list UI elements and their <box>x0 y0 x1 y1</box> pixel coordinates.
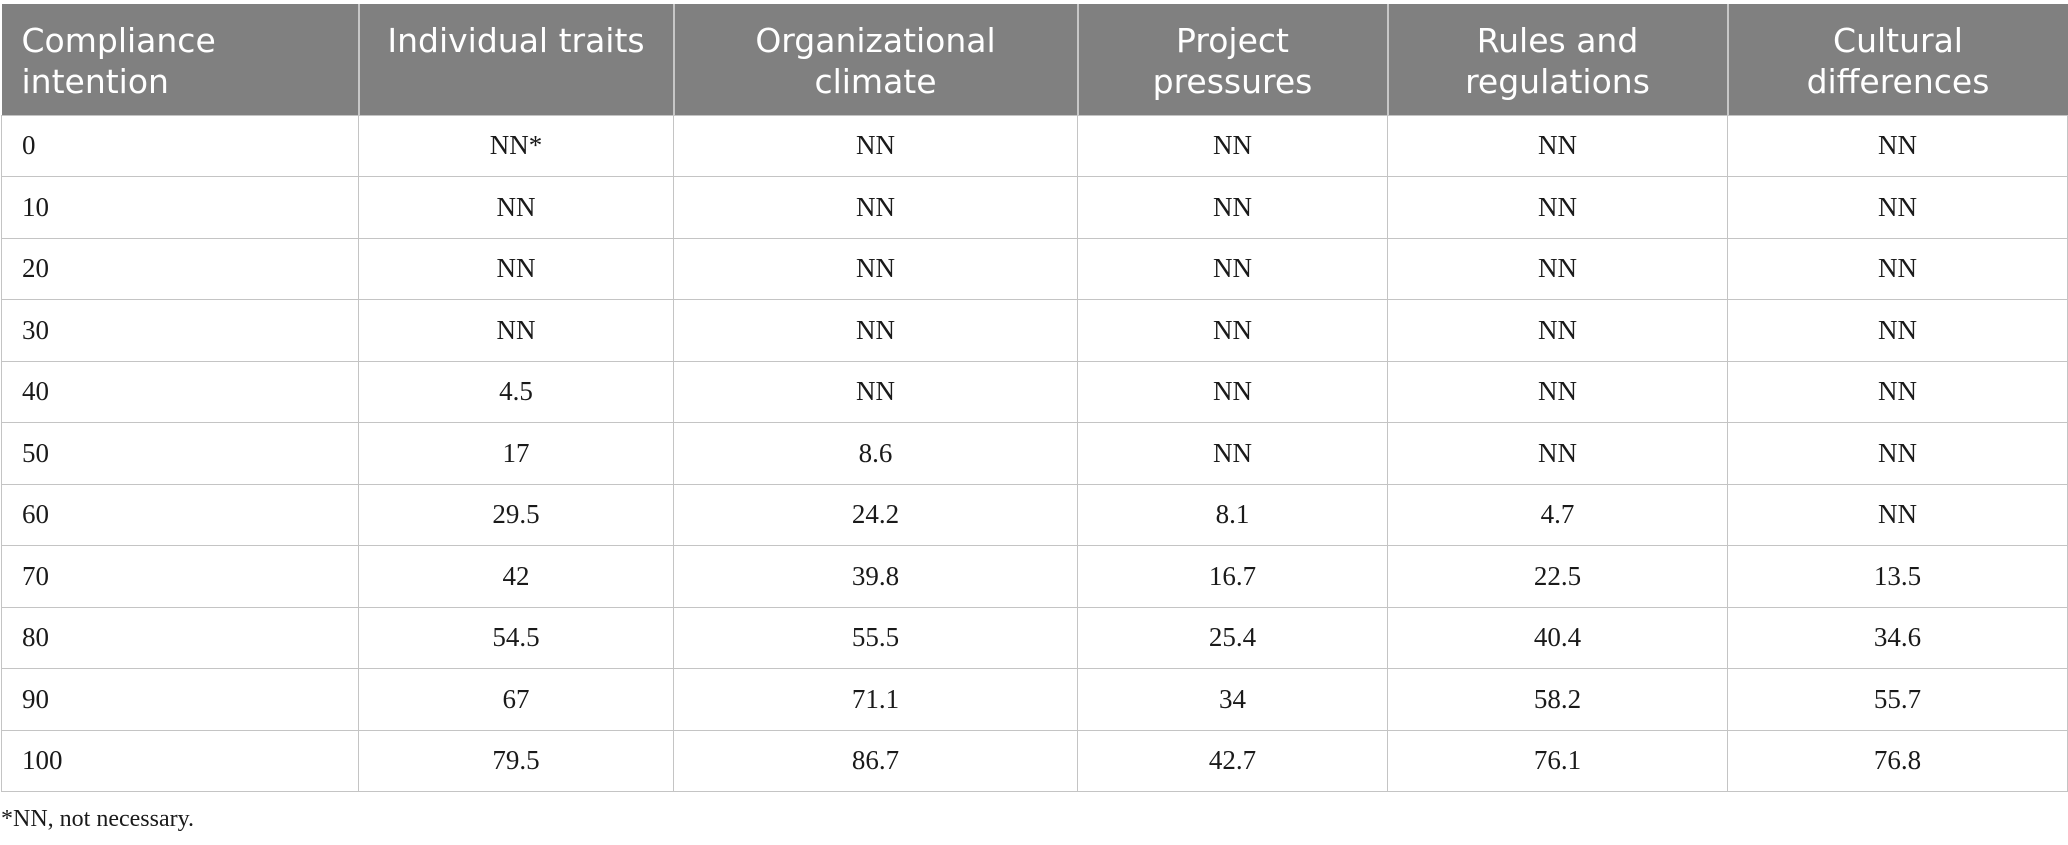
row-label-cell: 80 <box>1 606 359 669</box>
table-cell: NN <box>673 237 1078 300</box>
row-label-cell: 100 <box>1 729 359 792</box>
data-table: Compliance intention Individual traits O… <box>1 4 2068 792</box>
row-label-cell: 70 <box>1 545 359 607</box>
table-cell: NN <box>1727 360 2068 423</box>
column-header: Rules and regulations <box>1386 4 1728 115</box>
table-cell: 54.5 <box>358 606 674 669</box>
table-header: Compliance intention Individual traits O… <box>1 4 2068 115</box>
row-label-cell: 30 <box>1 299 359 361</box>
table-cell: NN <box>1077 114 1388 177</box>
table-cell: 24.2 <box>673 483 1078 546</box>
table-row: 90 67 71.1 34 58.2 55.7 <box>1 668 2068 730</box>
table-cell: NN <box>673 114 1078 177</box>
table-row: 40 4.5 NN NN NN NN <box>1 360 2068 423</box>
table-row: 70 42 39.8 16.7 22.5 13.5 <box>1 545 2068 607</box>
table-cell: NN <box>1727 299 2068 361</box>
table-cell: 67 <box>358 668 674 730</box>
table-cell: NN <box>1387 360 1728 423</box>
table-row: 0 NN* NN NN NN NN <box>1 114 2068 177</box>
table-cell: NN <box>1387 422 1728 484</box>
table-cell: 58.2 <box>1387 668 1728 730</box>
column-header: Project pressures <box>1076 4 1388 115</box>
column-header: Compliance intention <box>1 4 359 115</box>
table-container: Compliance intention Individual traits O… <box>0 4 2068 792</box>
table-cell: 42.7 <box>1077 729 1388 792</box>
table-cell: NN <box>358 299 674 361</box>
table-cell: 13.5 <box>1727 545 2068 607</box>
table-cell: NN <box>1727 114 2068 177</box>
table-cell: NN <box>1387 299 1728 361</box>
table-cell: 76.8 <box>1727 729 2068 792</box>
table-cell: 86.7 <box>673 729 1078 792</box>
table-cell: 40.4 <box>1387 606 1728 669</box>
table-cell: NN <box>1387 176 1728 238</box>
table-row: 100 79.5 86.7 42.7 76.1 76.8 <box>1 729 2068 792</box>
table-cell: 55.7 <box>1727 668 2068 730</box>
table-cell: 16.7 <box>1077 545 1388 607</box>
table-cell: 71.1 <box>673 668 1078 730</box>
row-label-cell: 50 <box>1 422 359 484</box>
table-cell: NN <box>1727 237 2068 300</box>
table-cell: NN <box>673 176 1078 238</box>
table-cell: NN <box>673 360 1078 423</box>
table-cell: NN <box>358 176 674 238</box>
table-cell: NN <box>673 299 1078 361</box>
table-cell: NN <box>1077 360 1388 423</box>
table-row: 50 17 8.6 NN NN NN <box>1 422 2068 484</box>
table-cell: 55.5 <box>673 606 1078 669</box>
row-label-cell: 60 <box>1 483 359 546</box>
table-cell: NN <box>1387 114 1728 177</box>
table-cell: 29.5 <box>358 483 674 546</box>
table-row: 30 NN NN NN NN NN <box>1 299 2068 361</box>
table-cell: NN* <box>358 114 674 177</box>
table-footnote: *NN, not necessary. <box>1 806 195 832</box>
row-label-cell: 10 <box>1 176 359 238</box>
table-cell: NN <box>1077 237 1388 300</box>
table-cell: 8.6 <box>673 422 1078 484</box>
table-cell: 34.6 <box>1727 606 2068 669</box>
table-row: 10 NN NN NN NN NN <box>1 176 2068 238</box>
table-cell: NN <box>1727 483 2068 546</box>
table-cell: 22.5 <box>1387 545 1728 607</box>
table-cell: 17 <box>358 422 674 484</box>
row-label-cell: 0 <box>1 114 359 177</box>
table-cell: 25.4 <box>1077 606 1388 669</box>
table-cell: 34 <box>1077 668 1388 730</box>
row-label-cell: 90 <box>1 668 359 730</box>
row-label-cell: 20 <box>1 237 359 300</box>
column-header: Cultural differences <box>1726 4 2068 115</box>
table-cell: NN <box>1077 422 1388 484</box>
table-cell: NN <box>1387 237 1728 300</box>
table-cell: NN <box>1727 176 2068 238</box>
table-cell: 4.5 <box>358 360 674 423</box>
table-row: 80 54.5 55.5 25.4 40.4 34.6 <box>1 606 2068 669</box>
table-cell: NN <box>1077 176 1388 238</box>
table-row: 20 NN NN NN NN NN <box>1 237 2068 300</box>
table-cell: 42 <box>358 545 674 607</box>
table-row: 60 29.5 24.2 8.1 4.7 NN <box>1 483 2068 546</box>
table-cell: 39.8 <box>673 545 1078 607</box>
table-cell: 76.1 <box>1387 729 1728 792</box>
table-cell: 4.7 <box>1387 483 1728 546</box>
column-header: Individual traits <box>357 4 674 115</box>
table-cell: NN <box>1727 422 2068 484</box>
table-cell: NN <box>1077 299 1388 361</box>
table-cell: NN <box>358 237 674 300</box>
table-cell: 79.5 <box>358 729 674 792</box>
header-row: Compliance intention Individual traits O… <box>1 4 2068 115</box>
table-cell: 8.1 <box>1077 483 1388 546</box>
column-header: Organizational climate <box>672 4 1078 115</box>
table-body: 0 NN* NN NN NN NN 10 NN NN NN NN NN 20 NN NN NN NN NN 30 NN… <box>1 114 2068 792</box>
row-label-cell: 40 <box>1 360 359 423</box>
